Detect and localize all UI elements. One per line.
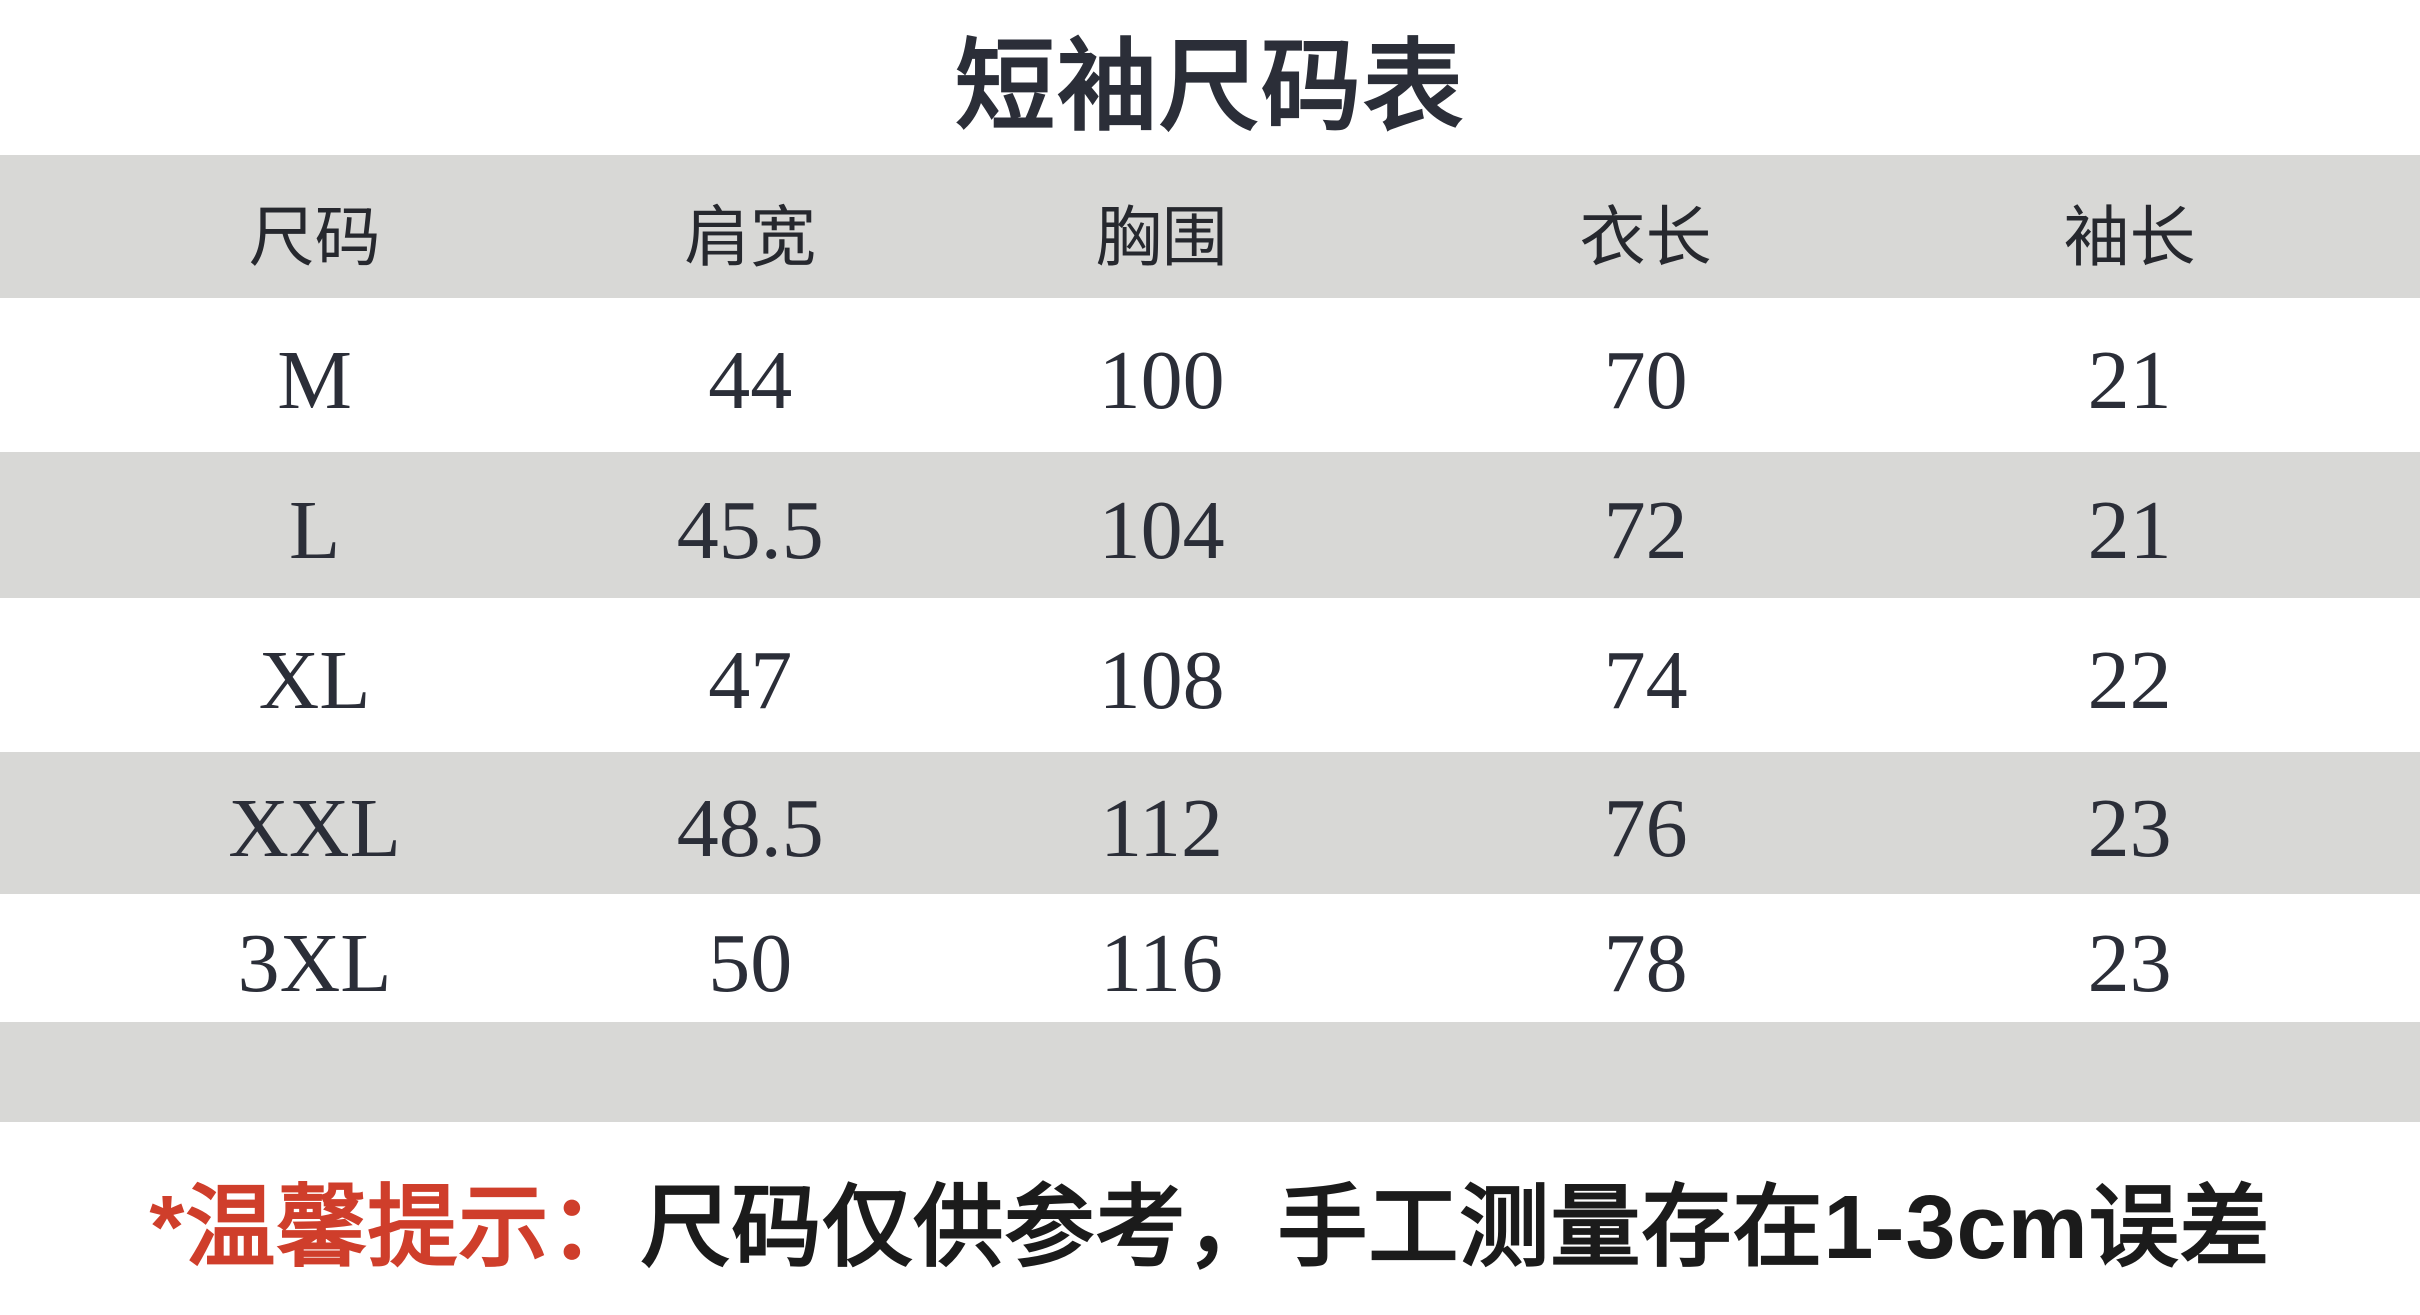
measurement-cell: 112 xyxy=(1100,781,1224,875)
measurement-cell: 100 xyxy=(1098,333,1225,427)
size-cell: M xyxy=(277,333,352,427)
measurement-cell: 74 xyxy=(1603,633,1688,727)
measurement-cell: 47 xyxy=(708,633,793,727)
measurement-cell: 72 xyxy=(1603,483,1688,577)
measurement-cell: 104 xyxy=(1098,483,1225,577)
measurement-cell: 22 xyxy=(2087,633,2172,727)
size-cell: L xyxy=(288,483,341,577)
table-header-row: 尺码 肩宽 胸围 衣长 袖长 xyxy=(0,155,2420,298)
size-cell: XL xyxy=(258,633,371,727)
column-header-size: 尺码 xyxy=(248,199,381,274)
page-title: 短袖尺码表 xyxy=(955,32,1465,143)
table-row-xl: XL 47 108 74 22 xyxy=(0,598,2420,752)
note-prefix: *温馨提示： xyxy=(149,1177,641,1278)
size-table: 尺码 肩宽 胸围 衣长 袖长 M 44 100 70 21 L 45.5 104… xyxy=(0,155,2420,1122)
measurement-cell: 21 xyxy=(2087,483,2172,577)
column-header-chest: 胸围 xyxy=(1095,199,1228,274)
measurement-cell: 116 xyxy=(1100,916,1224,1010)
table-row-3xl: 3XL 50 116 78 23 xyxy=(0,894,2420,1022)
measurement-cell: 78 xyxy=(1603,916,1688,1010)
measurement-cell: 70 xyxy=(1603,333,1688,427)
measurement-cell: 108 xyxy=(1098,633,1225,727)
disclaimer-note: *温馨提示： 尺码仅供参考，手工测量存在1-3cm误差 xyxy=(0,1122,2420,1315)
column-header-sleeve: 袖长 xyxy=(2063,199,2196,274)
size-cell: XXL xyxy=(228,781,401,875)
measurement-cell: 44 xyxy=(708,333,793,427)
measurement-cell: 50 xyxy=(708,916,793,1010)
measurement-cell: 21 xyxy=(2087,333,2172,427)
measurement-cell: 45.5 xyxy=(676,483,824,577)
measurement-cell: 23 xyxy=(2087,916,2172,1010)
measurement-cell: 76 xyxy=(1603,781,1688,875)
note-text: 尺码仅供参考，手工测量存在1-3cm误差 xyxy=(640,1177,2271,1278)
empty-footer-strip xyxy=(0,1022,2420,1122)
table-row-l: L 45.5 104 72 21 xyxy=(0,452,2420,598)
column-header-shoulder: 肩宽 xyxy=(684,199,817,274)
measurement-cell: 23 xyxy=(2087,781,2172,875)
measurement-cell: 48.5 xyxy=(676,781,824,875)
table-row-xxl: XXL 48.5 112 76 23 xyxy=(0,752,2420,894)
table-row-m: M 44 100 70 21 xyxy=(0,298,2420,452)
size-cell: 3XL xyxy=(237,916,392,1010)
column-header-length: 衣长 xyxy=(1579,199,1712,274)
